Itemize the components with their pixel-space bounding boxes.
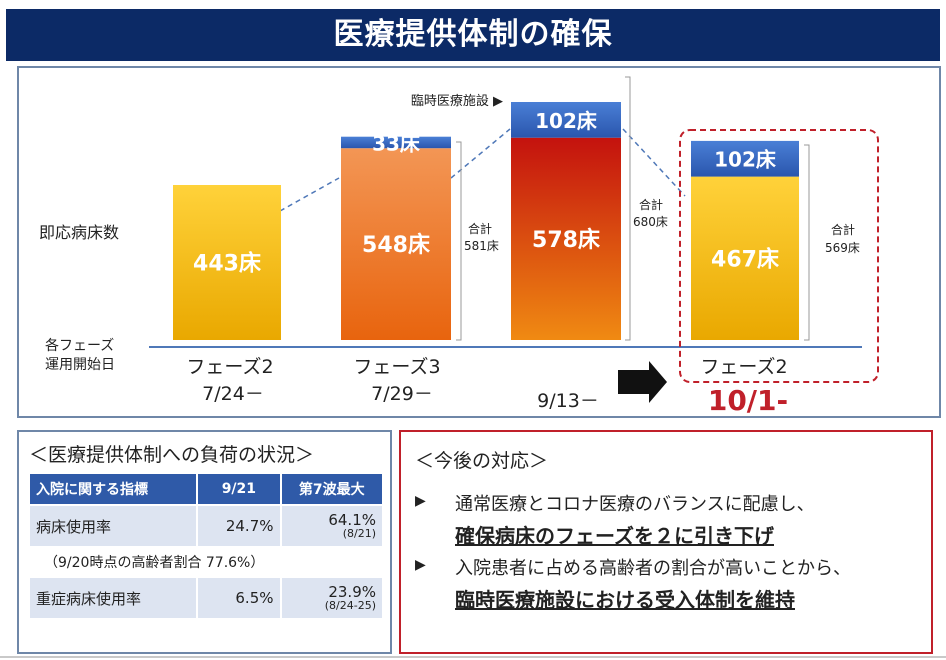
row-label: 病床使用率 [30,506,197,546]
total-bracket-sep13 [625,76,631,341]
temp-facility-annotation: 臨時医療施設 ▶ [411,93,503,109]
phase-label-2: フェーズ3 [353,356,440,378]
note-row: （9/20時点の高齢者割合 77.6%） [30,548,382,576]
connector-1 [279,177,340,212]
bar-phase3-main-label: 548床 [362,232,431,258]
connector-3 [622,128,686,197]
table-header-row: 入院に関する指標 9/21 第7波最大 [30,474,382,504]
future-response-panel: ＜今後の対応＞ ▶ 通常医療とコロナ医療のバランスに配慮し、 確保病床のフェーズ… [399,430,933,654]
bar-phase2-jul-label: 443床 [193,251,262,277]
connector-2 [450,128,511,179]
date-label-2: 7/29－ [371,383,433,405]
row-current: 24.7% [198,506,280,546]
peak-date: (8/24-25) [324,599,376,613]
peak-value: 64.1% [328,510,376,529]
phase-label-1: フェーズ2 [186,356,273,378]
bar-phase2-jul-main [173,185,281,340]
bullet-triangle-icon: ▶ [415,493,426,509]
elderly-ratio-note: （9/20時点の高齢者割合 77.6%） [30,548,382,576]
bullet-triangle-icon: ▶ [415,557,426,573]
total-value-oct: 569床 [825,241,860,255]
footer-divider [0,656,946,658]
row-current: 6.5% [198,578,280,618]
total-value-sep13: 680床 [633,215,668,229]
bar-phase3-main [341,148,451,340]
baseline-label-line1: 各フェーズ [45,338,114,354]
date-label-3: 9/13－ [537,390,599,412]
load-status-title: ＜医療提供体制への負荷の状況＞ [29,444,315,466]
bar-phase2-oct-temp-label: 102床 [714,148,777,172]
row-peak: 23.9% (8/24-25) [281,578,382,618]
date-label-1: 7/24－ [202,383,264,405]
header-current: 9/21 [198,474,280,504]
date-label-4: 10/1- [708,384,788,416]
future-response-heading: ＜今後の対応＞ [415,450,549,472]
peak-value: 23.9% [328,582,376,601]
bar-sep13-main-label: 578床 [532,227,601,253]
highlight-box [679,129,879,383]
bar-phase2-oct-main [691,176,799,340]
bar-phase3-temp [341,136,451,149]
bar-sep13-main [511,137,621,340]
bed-chart: 即応病床数 各フェーズ 運用開始日 443床 548床 33床 578床 102… [39,76,879,416]
header-peak: 第7波最大 [281,474,382,504]
total-bracket-phase3 [456,141,462,341]
table-row: 重症病床使用率 6.5% 23.9% (8/24-25) [30,578,382,618]
total-label-oct: 合計 [831,222,855,237]
total-bracket-oct [804,144,810,341]
title-bar: 医療提供体制の確保 [6,9,940,61]
response-emphasis-2: 臨時医療施設における受入体制を維持 [455,588,795,612]
load-status-panel: ＜医療提供体制への負荷の状況＞ 入院に関する指標 9/21 第7波最大 病床使用… [17,430,392,654]
page-title: 医療提供体制の確保 [333,17,613,52]
response-text-1: 通常医療とコロナ医療のバランスに配慮し、 [455,494,815,515]
peak-date: (8/21) [342,527,376,541]
header-indicator: 入院に関する指標 [30,474,197,504]
chart-panel: 即応病床数 各フェーズ 運用開始日 443床 548床 33床 578床 102… [17,66,941,418]
total-value-phase3: 581床 [464,239,499,253]
arrow-right-icon [618,361,667,403]
bar-phase2-oct-main-label: 467床 [711,246,780,272]
y-axis-label: 即応病床数 [39,223,119,242]
bar-sep13-temp [511,102,621,138]
load-status-table: 入院に関する指標 9/21 第7波最大 病床使用率 24.7% 64.1% (8… [28,472,384,620]
bar-phase3-temp-label: 33床 [372,131,421,155]
total-label-sep13: 合計 [639,197,663,212]
table-row: 病床使用率 24.7% 64.1% (8/21) [30,506,382,546]
bar-sep13-temp-label: 102床 [535,109,598,133]
row-label: 重症病床使用率 [30,578,197,618]
phase-label-4: フェーズ2 [700,356,787,378]
total-label-phase3: 合計 [468,221,492,236]
row-peak: 64.1% (8/21) [281,506,382,546]
response-emphasis-1: 確保病床のフェーズを２に引き下げ [455,524,774,548]
bar-phase2-oct-temp [691,140,799,177]
response-text-2: 入院患者に占める高齢者の割合が高いことから、 [455,558,851,579]
baseline-label-line2: 運用開始日 [45,357,115,373]
